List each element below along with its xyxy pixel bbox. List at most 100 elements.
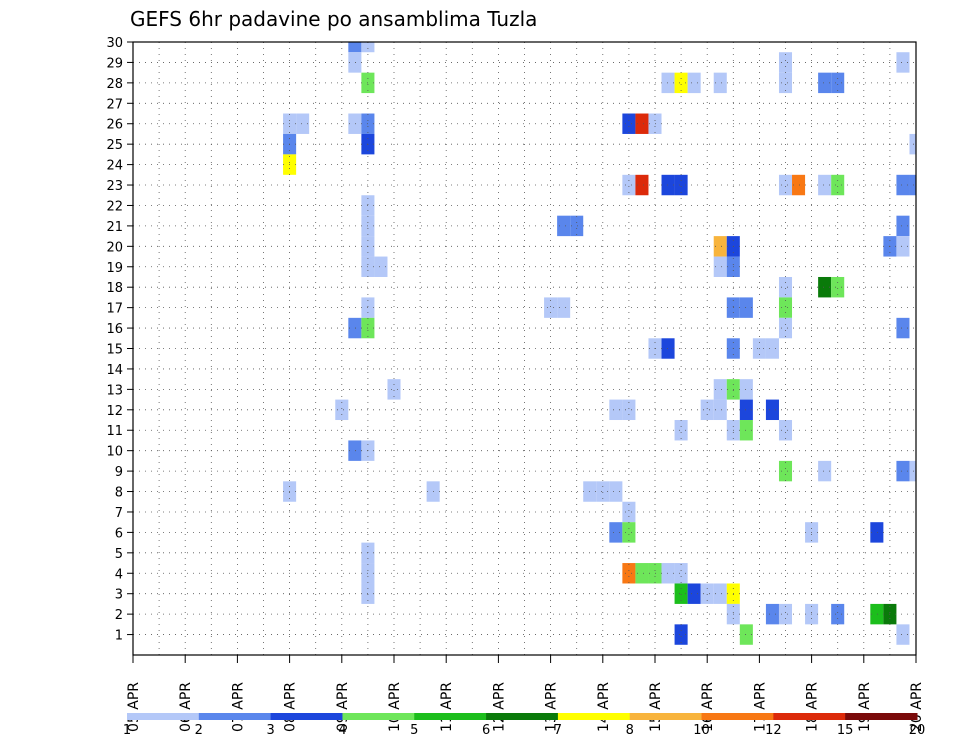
heatmap-cell	[674, 624, 688, 645]
y-tick-label: 1	[115, 629, 123, 644]
legend-swatch	[557, 713, 631, 720]
heatmap-cell	[713, 399, 727, 421]
x-tick-label: 15 APR	[648, 682, 664, 732]
heatmap-cell	[348, 42, 362, 53]
heatmap-cell	[609, 481, 623, 502]
x-tick-label: 12 APR	[491, 682, 507, 732]
y-tick-label: 3	[115, 588, 123, 603]
y-tick-label: 21	[106, 220, 123, 235]
y-tick-label: 18	[106, 281, 123, 296]
heatmap-cell	[622, 563, 636, 584]
legend-label: 2	[195, 723, 203, 738]
heatmap-cell	[387, 379, 401, 400]
legend-label: 15	[837, 723, 854, 738]
heatmap-cell	[674, 174, 688, 196]
y-tick-label: 29	[106, 56, 123, 71]
heatmap-cell	[700, 399, 714, 421]
heatmap-cell	[635, 563, 649, 584]
heatmap-cell	[622, 113, 636, 134]
heatmap-cell	[909, 174, 916, 196]
heatmap-cell	[778, 317, 793, 339]
y-tick-label: 13	[106, 383, 123, 398]
heatmap-cell	[778, 460, 793, 482]
heatmap-cell	[831, 276, 845, 298]
x-axis-ticks: 05 APR 06 APR 07 APR 08 APR 09 APR 10 APR 11 A…	[126, 655, 925, 732]
heatmap-cell	[739, 379, 753, 400]
heatmap-cell	[674, 420, 688, 441]
y-tick-label: 15	[106, 343, 123, 358]
heatmap-cell	[765, 338, 779, 359]
heatmap-cell	[870, 603, 884, 625]
y-tick-label: 24	[106, 159, 123, 174]
heatmap-cell	[831, 174, 845, 196]
heatmap-cell	[778, 276, 793, 298]
heatmap-cell	[674, 563, 688, 584]
heatmap-cell	[570, 215, 584, 237]
legend-label: 5	[410, 723, 418, 738]
heatmap-cell	[909, 460, 916, 482]
legend-swatch	[198, 713, 272, 720]
legend-label: 7	[554, 723, 562, 738]
heatmap-cell	[818, 460, 832, 482]
heatmap-cell	[674, 72, 688, 94]
legend-swatch	[845, 713, 918, 720]
y-tick-label: 17	[106, 302, 123, 317]
y-tick-label: 23	[106, 179, 123, 194]
heatmap-cell	[361, 42, 375, 53]
legend-label: 6	[482, 723, 490, 738]
y-tick-label: 8	[115, 486, 123, 501]
heatmap-cell	[778, 297, 793, 318]
chart-title: GEFS 6hr padavine po ansamblima Tuzla	[130, 7, 537, 31]
heatmap-cell	[896, 174, 910, 196]
legend-swatch	[629, 713, 703, 720]
heatmap-cell	[713, 236, 727, 257]
y-tick-label: 30	[106, 36, 123, 51]
legend-label: 8	[626, 723, 634, 738]
y-tick-label: 11	[106, 424, 123, 439]
y-tick-label: 27	[106, 97, 123, 112]
heatmap-cell	[870, 522, 884, 543]
heatmap-cell	[739, 420, 753, 441]
legend-label: 3	[266, 723, 274, 738]
heatmap-cell	[687, 72, 701, 94]
legend-swatch	[701, 713, 774, 720]
heatmap-cell	[778, 420, 793, 441]
y-tick-label: 9	[115, 465, 123, 480]
legend-label: 1	[123, 723, 131, 738]
heatmap-cell	[374, 256, 388, 277]
heatmap-cell	[778, 72, 793, 94]
heatmap-cell	[739, 399, 753, 421]
heatmap-cell	[896, 460, 910, 482]
x-tick-label: 19 APR	[857, 682, 873, 732]
legend-label: 12	[765, 723, 782, 738]
legend-swatch	[773, 713, 846, 720]
heatmap-cell	[896, 215, 910, 237]
heatmap-cell	[635, 113, 649, 134]
x-tick-label: 08 APR	[283, 682, 299, 732]
heatmap-cell	[661, 72, 675, 94]
y-tick-label: 16	[106, 322, 123, 337]
legend-swatch	[414, 713, 487, 720]
x-tick-label: 06 APR	[178, 682, 194, 732]
y-tick-label: 14	[106, 363, 123, 378]
y-tick-label: 20	[106, 240, 123, 255]
heatmap-cell	[896, 236, 910, 257]
y-tick-label: 19	[106, 261, 123, 276]
heatmap-cell	[765, 603, 779, 625]
legend-label: 4	[338, 723, 346, 738]
heatmap-cell	[622, 399, 636, 421]
heatmap-cell	[739, 624, 753, 645]
heatmap-cell	[635, 174, 649, 196]
heatmap-cell	[674, 583, 688, 604]
heatmap-cell	[609, 522, 623, 543]
y-tick-label: 4	[115, 567, 123, 582]
heatmap-cell	[335, 399, 349, 421]
grid-lines	[133, 42, 916, 655]
heatmap-cell	[831, 72, 845, 94]
heatmap-cell	[896, 52, 910, 73]
heatmap-cell	[778, 52, 793, 73]
heatmap-cell	[896, 624, 910, 645]
heatmap-cell	[700, 583, 714, 604]
y-axis-ticks: 1234567891011121314151617181920212223242…	[106, 36, 133, 644]
